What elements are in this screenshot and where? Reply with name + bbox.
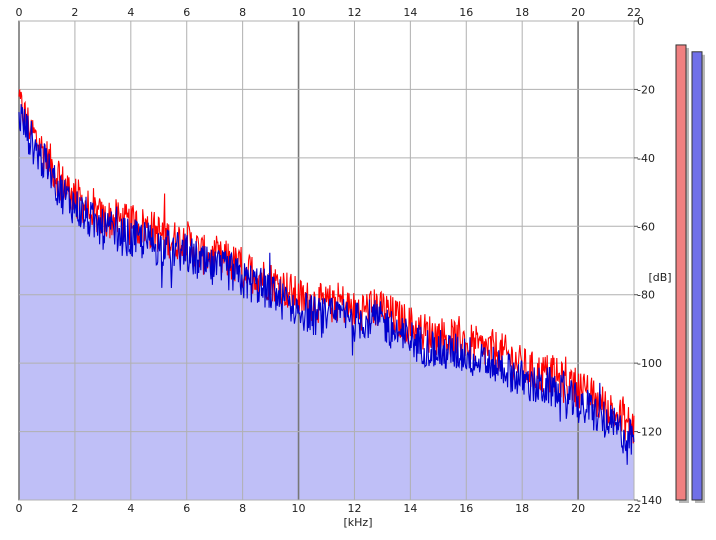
- x-tick-label-top: 0: [16, 6, 23, 19]
- x-tick-label-bottom: 22: [627, 502, 641, 515]
- y-tick-label: -40: [637, 152, 655, 165]
- x-tick-label-bottom: 2: [71, 502, 78, 515]
- x-tick-label-bottom: 8: [239, 502, 246, 515]
- x-tick-label-top: 20: [571, 6, 585, 19]
- y-tick-label: -120: [637, 426, 662, 439]
- y-tick-label: -80: [637, 289, 655, 302]
- x-tick-label-top: 14: [403, 6, 417, 19]
- x-tick-label-top: 12: [347, 6, 361, 19]
- x-tick-label-top: 6: [183, 6, 190, 19]
- x-tick-label-top: 16: [459, 6, 473, 19]
- level-meter-right: [691, 51, 703, 501]
- level-meter-left: [675, 44, 687, 501]
- y-tick-label: -20: [637, 83, 655, 96]
- x-axis-title: [kHz]: [344, 516, 373, 529]
- spectrum-fill-area: [19, 104, 634, 500]
- x-tick-label-top: 8: [239, 6, 246, 19]
- y-tick-label: -100: [637, 357, 662, 370]
- y-tick-label: -140: [637, 494, 662, 507]
- y-tick-label: 0: [637, 15, 644, 28]
- x-tick-label-bottom: 18: [515, 502, 529, 515]
- y-axis-title: [dB]: [648, 271, 671, 284]
- x-tick-label-bottom: 0: [16, 502, 23, 515]
- x-tick-label-top: 10: [292, 6, 306, 19]
- x-tick-label-bottom: 14: [403, 502, 417, 515]
- x-tick-label-bottom: 10: [292, 502, 306, 515]
- x-tick-label-bottom: 16: [459, 502, 473, 515]
- x-tick-label-bottom: 20: [571, 502, 585, 515]
- x-tick-label-top: 4: [127, 6, 134, 19]
- x-tick-label-top: 2: [71, 6, 78, 19]
- x-tick-label-bottom: 6: [183, 502, 190, 515]
- x-tick-label-bottom: 12: [347, 502, 361, 515]
- series-line-blue: [18, 104, 635, 465]
- x-tick-label-top: 18: [515, 6, 529, 19]
- y-tick-label: -60: [637, 220, 655, 233]
- x-tick-label-bottom: 4: [127, 502, 134, 515]
- x-tick-label-top: 22: [627, 6, 641, 19]
